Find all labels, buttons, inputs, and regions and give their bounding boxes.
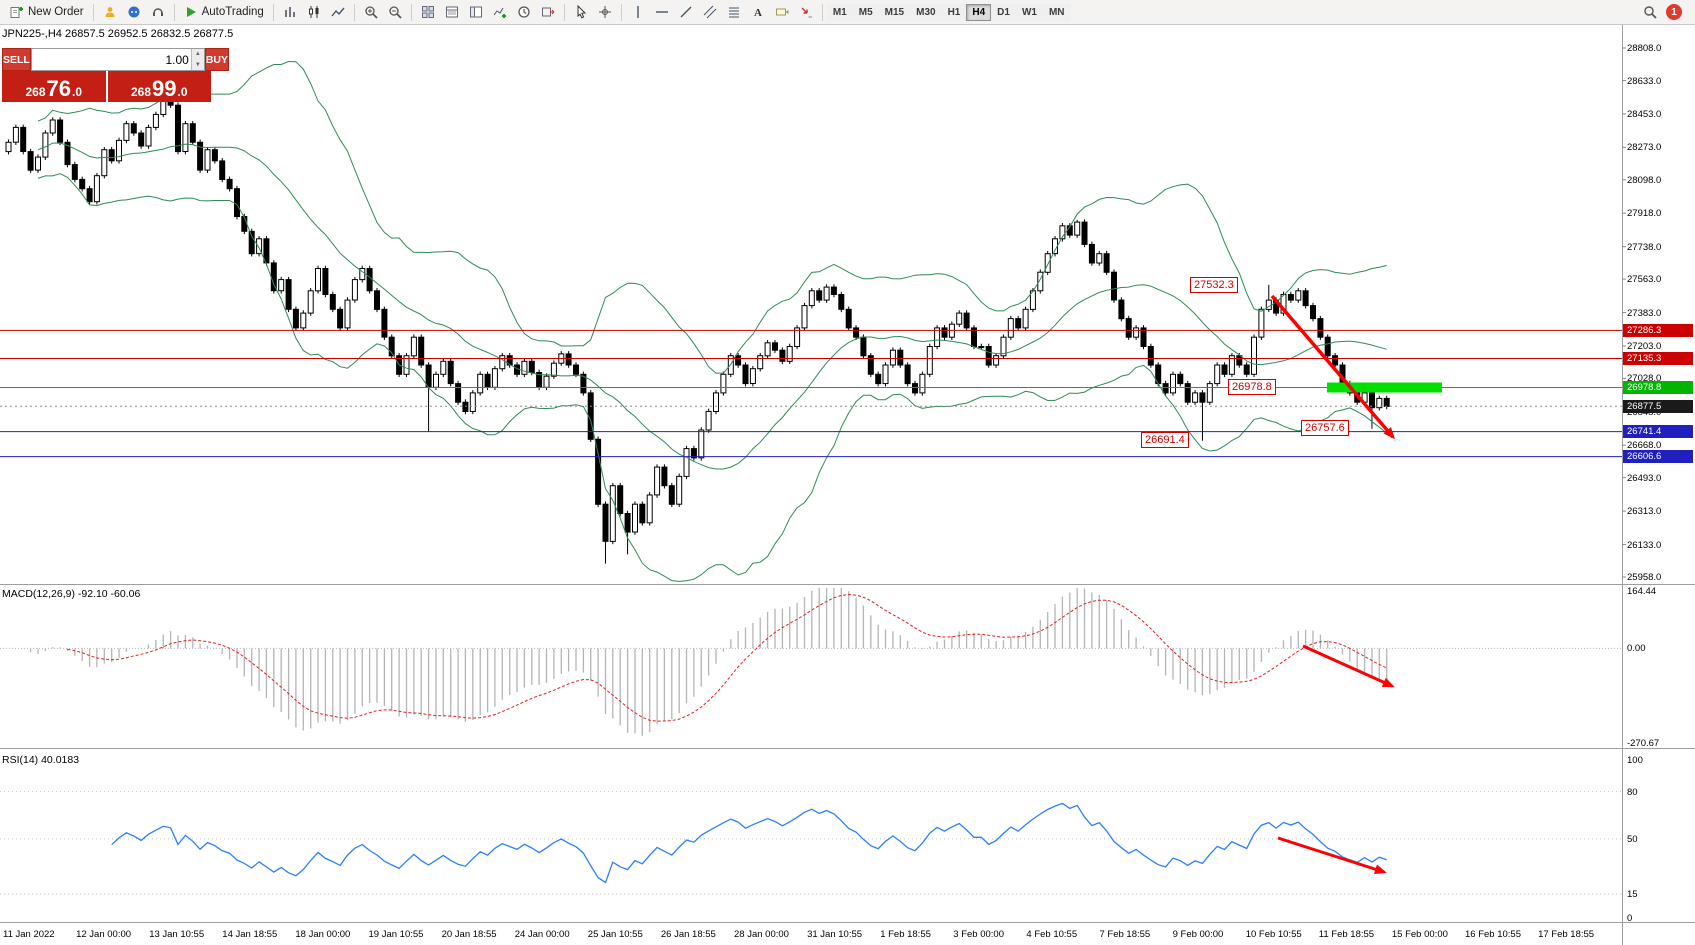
trendline-button[interactable] <box>674 2 698 23</box>
tile-windows-button[interactable] <box>416 2 440 23</box>
new-order-icon <box>10 5 24 19</box>
timeframe-H1[interactable]: H1 <box>941 3 967 21</box>
zoom-out-button[interactable] <box>383 2 407 23</box>
timeframe-D1[interactable]: D1 <box>991 3 1016 21</box>
zoom-out-icon <box>388 5 402 19</box>
community-icon <box>127 5 141 19</box>
support-button[interactable] <box>146 2 170 23</box>
vertical-line-icon <box>631 5 645 19</box>
chart-shift-button[interactable] <box>536 2 560 23</box>
toolbar-separator <box>272 3 274 21</box>
navigator-icon <box>469 5 483 19</box>
search-icon <box>1643 5 1657 19</box>
account-button[interactable] <box>98 2 122 23</box>
trendline-icon <box>679 5 693 19</box>
notification-badge[interactable]: 1 <box>1666 4 1682 20</box>
new-order-button[interactable]: New Order <box>5 2 89 23</box>
timeframe-M15[interactable]: M15 <box>878 3 911 21</box>
horizontal-lines[interactable] <box>0 329 1622 458</box>
equidistant-channel-button[interactable] <box>698 2 722 23</box>
toolbar-separator <box>821 3 823 21</box>
toolbar-separator <box>410 3 412 21</box>
timeframe-MN[interactable]: MN <box>1042 3 1071 21</box>
text-label-icon <box>775 5 789 19</box>
macd-histogram <box>22 588 1388 736</box>
trend-arrow-macd[interactable] <box>1302 644 1395 688</box>
toolbar-separator <box>563 3 565 21</box>
arrows-icon <box>799 5 813 19</box>
bar-chart-icon <box>283 5 297 19</box>
trend-arrow-rsi[interactable] <box>1277 836 1387 875</box>
timeframe-H4[interactable]: H4 <box>966 3 992 21</box>
toolbar-separator <box>620 3 622 21</box>
zoom-in-button[interactable] <box>359 2 383 23</box>
line-chart-button[interactable] <box>326 2 350 23</box>
arrows-button[interactable] <box>794 2 818 23</box>
rsi-line <box>111 802 1387 884</box>
autotrading-button[interactable]: AutoTrading <box>179 2 269 23</box>
cursor-icon <box>574 5 588 19</box>
data-window-button[interactable] <box>440 2 464 23</box>
candlestick-chart-icon <box>307 5 321 19</box>
period-icon <box>517 5 531 19</box>
timeframe-M5[interactable]: M5 <box>852 3 879 21</box>
line-chart-icon <box>331 5 345 19</box>
candlesticks <box>5 53 1390 564</box>
equidistant-channel-icon <box>703 5 717 19</box>
account-icon <box>103 5 117 19</box>
navigator-button[interactable] <box>464 2 488 23</box>
data-window-icon <box>445 5 459 19</box>
zoom-in-icon <box>364 5 378 19</box>
cursor-button[interactable] <box>569 2 593 23</box>
text-label-button[interactable] <box>770 2 794 23</box>
pane-separators <box>0 25 1695 945</box>
support-icon <box>151 5 165 19</box>
timeframe-W1[interactable]: W1 <box>1015 3 1043 21</box>
candlestick-chart-button[interactable] <box>302 2 326 23</box>
toolbar-separator <box>92 3 94 21</box>
text-icon: A <box>751 5 765 19</box>
timeframe-M30[interactable]: M30 <box>910 3 942 21</box>
autotrading-icon <box>184 5 198 19</box>
crosshair-button[interactable] <box>593 2 617 23</box>
text-button[interactable]: A <box>746 2 770 23</box>
highlight-rectangle[interactable] <box>1327 382 1442 393</box>
bollinger-bands <box>37 60 1388 582</box>
tile-windows-icon <box>421 5 435 19</box>
autotrading-label: AutoTrading <box>201 6 264 18</box>
fibonacci-icon <box>727 5 741 19</box>
toolbar-separator <box>173 3 175 21</box>
trend-arrow-main[interactable] <box>1270 294 1395 440</box>
add-indicator-button[interactable] <box>488 2 512 23</box>
period-button[interactable] <box>512 2 536 23</box>
chart-shift-icon <box>541 5 555 19</box>
horizontal-line-icon <box>655 5 669 19</box>
macd-signal-line <box>67 594 1387 722</box>
toolbar-separator <box>353 3 355 21</box>
add-indicator-icon <box>493 5 507 19</box>
bar-chart-button[interactable] <box>278 2 302 23</box>
fibonacci-button[interactable] <box>722 2 746 23</box>
crosshair-icon <box>598 5 612 19</box>
svg-text:A: A <box>754 7 762 19</box>
horizontal-line-button[interactable] <box>650 2 674 23</box>
search-button[interactable] <box>1638 2 1662 23</box>
community-button[interactable] <box>122 2 146 23</box>
timeframe-M1[interactable]: M1 <box>826 3 853 21</box>
toolbar: New Order AutoTrading A M1 M5 M15 M30 H1 H4 D1 W1 M… <box>0 0 1695 25</box>
vertical-line-button[interactable] <box>626 2 650 23</box>
new-order-label: New Order <box>28 6 84 18</box>
